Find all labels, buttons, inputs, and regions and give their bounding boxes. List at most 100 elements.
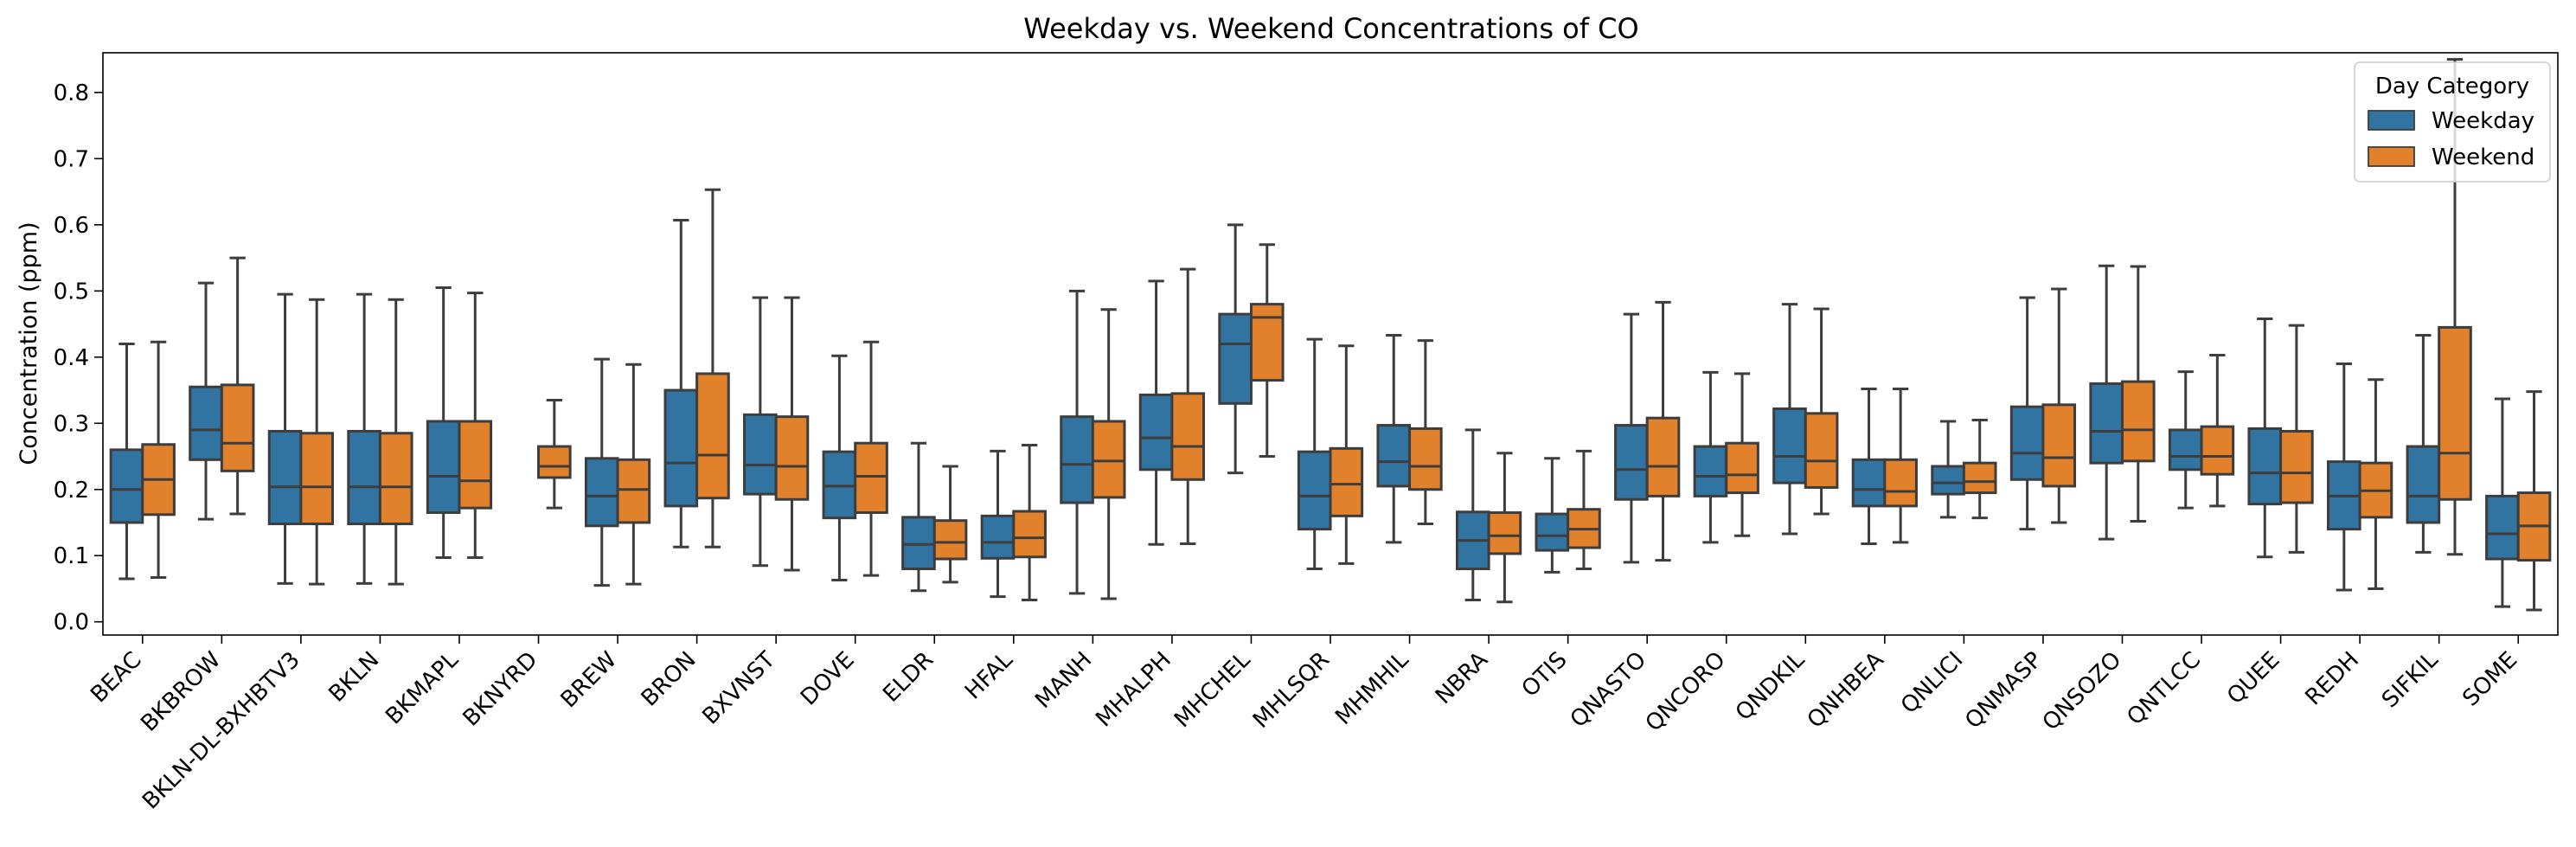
box-weekend [1249, 303, 1285, 382]
box-weekend [2120, 380, 2156, 463]
legend-label-weekday: Weekday [2432, 108, 2534, 134]
box-weekend [695, 372, 730, 500]
box-group-weekday [2089, 264, 2124, 541]
box-group-weekend [378, 298, 413, 586]
box-group-weekday [2327, 362, 2361, 592]
box-group-weekday [1297, 337, 1332, 571]
y-tick-label: 0.0 [54, 610, 89, 636]
box-weekend [1408, 427, 1443, 491]
box-weekend [1962, 461, 1997, 495]
box-weekday [1693, 445, 1728, 497]
box-group-weekday [901, 441, 936, 593]
box-group-weekend [1883, 388, 1918, 544]
box-weekend [1091, 420, 1126, 499]
box-group-weekend [1645, 300, 1681, 562]
box-group-weekday [109, 343, 144, 581]
box-weekday [2247, 427, 2283, 506]
box-weekend [2438, 325, 2472, 501]
box-weekday [347, 429, 381, 526]
box-group-weekday [2247, 317, 2283, 559]
box-weekday [2009, 405, 2045, 481]
box-weekday [1138, 393, 1174, 472]
box-group-weekend [2516, 390, 2552, 612]
box-weekday [1535, 512, 1570, 552]
box-group-weekday [1693, 370, 1728, 544]
box-weekday [901, 516, 936, 571]
box-group-weekday [189, 281, 223, 521]
box-group-weekend [220, 256, 255, 516]
box-group-weekday [267, 292, 303, 585]
box-group-weekend [537, 399, 572, 510]
box-weekend [1329, 446, 1364, 517]
legend-swatch-weekday [2368, 110, 2415, 131]
box-weekend [1804, 412, 1839, 489]
box-weekend [1487, 511, 1522, 555]
y-tick-label: 0.1 [54, 543, 89, 569]
box-weekend [1645, 416, 1681, 497]
box-group-weekday [1931, 420, 1965, 519]
box-weekend [1012, 510, 1047, 559]
box-group-weekend [1091, 308, 1126, 600]
box-group-weekend [854, 340, 888, 577]
plot-area-frame [102, 52, 2559, 636]
box-group-weekend [1012, 444, 1047, 601]
box-group-weekend [458, 292, 493, 560]
box-group-weekday [1060, 289, 1094, 595]
legend-label-weekend: Weekend [2432, 144, 2534, 170]
box-group-weekend [1170, 267, 1206, 545]
box-group-weekend [616, 363, 651, 586]
y-tick-label: 0.5 [54, 279, 89, 305]
box-group-weekend [2041, 287, 2077, 524]
box-group-weekend [932, 465, 968, 584]
box-group-weekday [1851, 388, 1887, 545]
box-group-weekend [1725, 372, 1759, 537]
box-group-weekend [1329, 344, 1364, 565]
box-weekend [1170, 392, 1206, 481]
box-group-weekend [1408, 339, 1443, 526]
box-plot-series [109, 58, 2552, 612]
legend-swatch-weekend [2368, 146, 2415, 167]
legend: Day Category Weekday Weekend [2354, 61, 2551, 183]
box-group-weekend [1962, 418, 1997, 520]
box-weekday [1297, 450, 1332, 531]
box-weekday [1060, 415, 1094, 504]
y-tick-label: 0.6 [54, 213, 89, 239]
box-weekend [1883, 458, 1918, 508]
box-weekend [616, 458, 651, 524]
box-group-weekday [2168, 370, 2203, 510]
box-group-weekend [695, 188, 730, 549]
box-group-weekend [141, 340, 176, 579]
box-weekday [1931, 465, 1965, 496]
y-axis-title: Concentration (ppm) [16, 221, 42, 465]
box-weekday [109, 448, 144, 524]
box-weekday [980, 514, 1016, 560]
box-weekday [2485, 494, 2520, 561]
y-tick-label: 0.8 [54, 80, 89, 106]
box-weekday [267, 429, 303, 526]
box-weekend [774, 415, 810, 501]
box-weekend [932, 519, 968, 561]
box-group-weekend [1804, 307, 1839, 516]
box-weekday [2089, 382, 2124, 465]
chart-title: Weekday vs. Weekend Concentrations of CO [1023, 12, 1638, 45]
box-weekend [537, 445, 572, 479]
box-group-weekend [299, 298, 334, 586]
box-group-weekend [2358, 378, 2393, 590]
y-tick-label: 0.7 [54, 146, 89, 172]
box-group-weekend [2279, 324, 2314, 554]
box-group-weekday [1455, 428, 1490, 601]
box-group-weekday [1535, 457, 1570, 574]
box-weekend [2279, 429, 2314, 504]
legend-title: Day Category [2375, 74, 2529, 99]
box-weekend [2041, 403, 2077, 488]
box-weekend [458, 420, 493, 510]
box-group-weekday [2485, 397, 2520, 608]
box-weekday [584, 457, 619, 528]
y-tick-label: 0.3 [54, 411, 89, 437]
box-weekday [189, 385, 223, 461]
box-weekday [2168, 428, 2203, 472]
box-group-weekend [2120, 265, 2156, 523]
box-group-weekend [774, 296, 810, 572]
